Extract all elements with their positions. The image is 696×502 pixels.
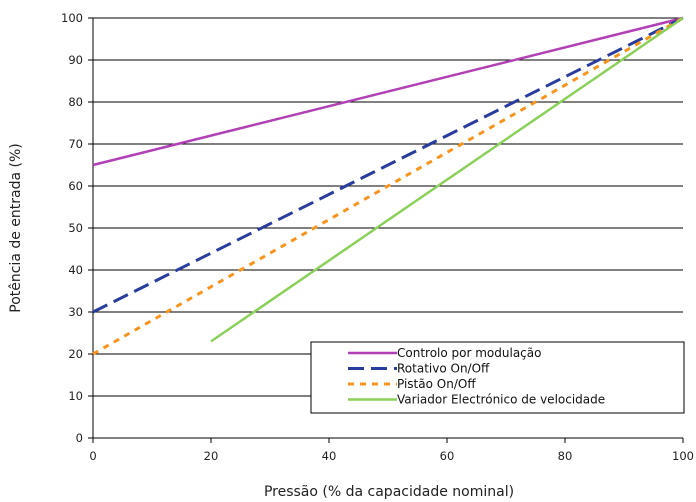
x-tick-label-20: 20 (204, 449, 219, 463)
y-tick-label-40: 40 (68, 263, 83, 277)
series-lines (92, 16, 684, 356)
y-tick-label-20: 20 (68, 347, 83, 361)
y-tick-label-90: 90 (68, 53, 83, 67)
series-line-2 (92, 16, 684, 314)
legend-label-3: Pistão On/Off (397, 377, 476, 391)
y-tick-label-60: 60 (68, 179, 83, 193)
y-tick-label-0: 0 (76, 431, 83, 445)
series-line-3 (92, 16, 684, 356)
y-tick-label-70: 70 (68, 137, 83, 151)
x-tick-label-60: 60 (440, 449, 455, 463)
series-line-1 (92, 16, 684, 167)
legend: Controlo por modulação Rotativo On/OffPis… (310, 341, 685, 414)
legend-label-2: Rotativo On/Off (397, 362, 490, 376)
series-line-4 (210, 16, 684, 343)
y-tick-label-50: 50 (68, 221, 83, 235)
x-tick-label-40: 40 (322, 449, 337, 463)
axes (88, 17, 684, 443)
gridlines (93, 17, 683, 397)
tick-labels: 0 10 20 30 40 50 60 70 80 90 100 0 20 40 60 80 100 (61, 11, 694, 463)
y-tick-label-30: 30 (68, 305, 83, 319)
legend-label-1: Controlo por modulação (397, 346, 541, 360)
y-tick-label-80: 80 (68, 95, 83, 109)
y-axis-label: Potência de entrada (%) (8, 143, 24, 313)
y-tick-label-10: 10 (68, 389, 83, 403)
x-tick-label-80: 80 (558, 449, 573, 463)
x-axis-label: Pressão (% da capacidade nominal) (264, 484, 514, 500)
y-tick-label-100: 100 (61, 11, 83, 25)
x-tick-label-0: 0 (89, 449, 96, 463)
x-tick-label-100: 100 (672, 449, 694, 463)
legend-label-4: Variador Electrónico de velocidade (397, 393, 605, 407)
